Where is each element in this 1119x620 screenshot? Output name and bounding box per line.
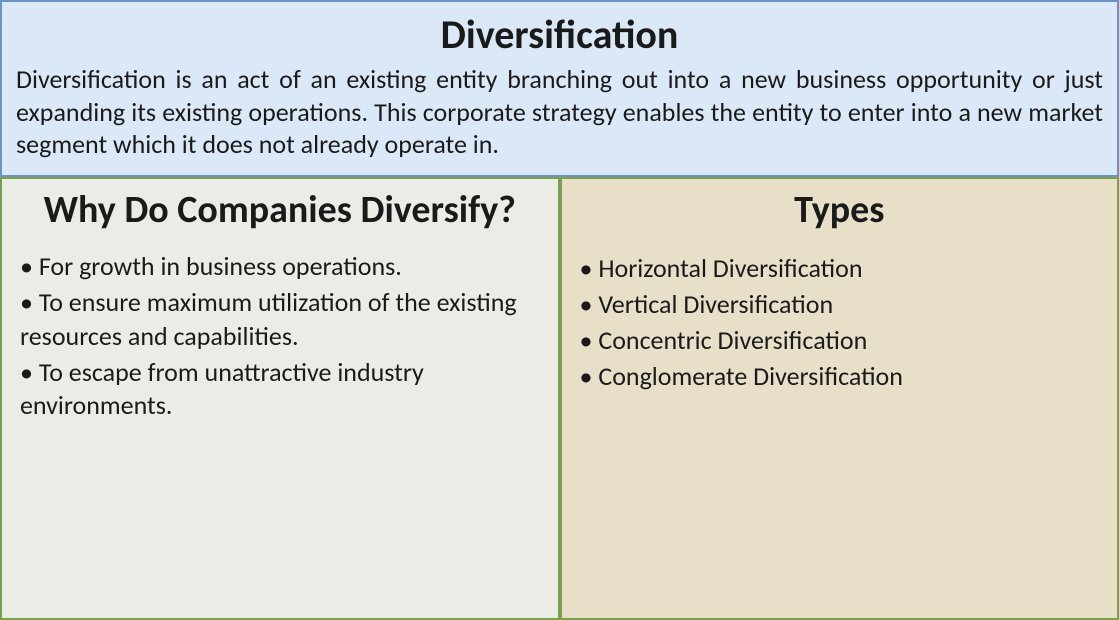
list-item: • Concentric Diversification: [580, 324, 1100, 358]
infographic-container: Diversification Diversification is an ac…: [0, 0, 1119, 620]
list-item: • To ensure maximum utilization of the e…: [20, 286, 540, 354]
list-item-text: For growth in business operations.: [39, 250, 402, 282]
bottom-row: Why Do Companies Diversify? • For growth…: [0, 177, 1119, 620]
why-panel: Why Do Companies Diversify? • For growth…: [0, 177, 560, 620]
list-item-text: Conglomerate Diversification: [598, 360, 903, 392]
types-title: Types: [580, 189, 1100, 233]
main-title: Diversification: [16, 10, 1103, 59]
top-panel: Diversification Diversification is an ac…: [0, 0, 1119, 177]
why-title: Why Do Companies Diversify?: [20, 189, 540, 233]
list-item: • Conglomerate Diversification: [580, 360, 1100, 394]
main-description: Diversification is an act of an existing…: [16, 63, 1103, 161]
list-item: • Vertical Diversification: [580, 288, 1100, 322]
list-item-text: To escape from unattractive industry env…: [20, 356, 424, 422]
types-bullet-list: • Horizontal Diversification • Vertical …: [580, 252, 1100, 393]
list-item-text: To ensure maximum utilization of the exi…: [20, 286, 517, 352]
why-bullet-list: • For growth in business operations. • T…: [20, 250, 540, 423]
list-item-text: Horizontal Diversification: [598, 252, 862, 284]
list-item-text: Vertical Diversification: [598, 288, 833, 320]
list-item: • To escape from unattractive industry e…: [20, 356, 540, 424]
list-item: • Horizontal Diversification: [580, 252, 1100, 286]
list-item-text: Concentric Diversification: [598, 324, 867, 356]
types-panel: Types • Horizontal Diversification • Ver…: [560, 177, 1119, 620]
list-item: • For growth in business operations.: [20, 250, 540, 284]
